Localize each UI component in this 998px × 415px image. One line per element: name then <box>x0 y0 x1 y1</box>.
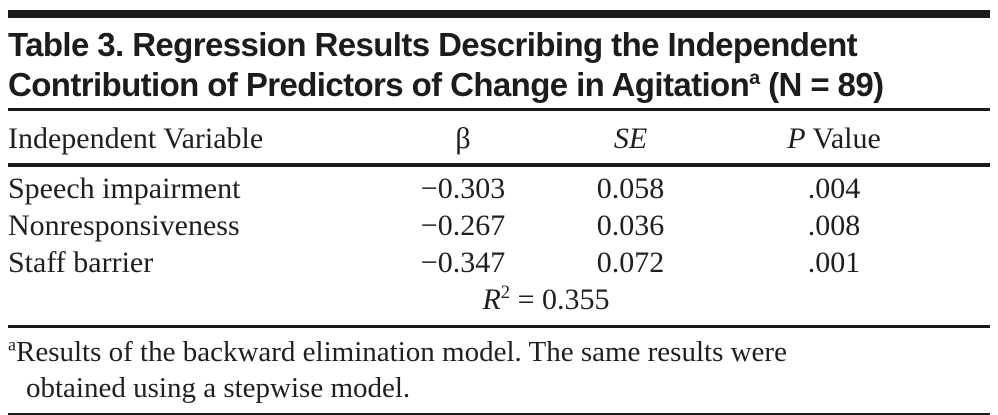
header-row: Independent Variable β SE P Value <box>8 111 990 167</box>
beta-value: −0.303 <box>420 172 506 205</box>
r-exponent: 2 <box>500 282 511 303</box>
row-label: Speech impairment <box>8 172 241 205</box>
se-value: 0.072 <box>596 246 665 279</box>
footnote-line1: aResults of the backward elimination mod… <box>8 334 990 370</box>
table-header: Independent Variable β SE P Value <box>8 111 990 167</box>
col-header-p-value: P Value <box>678 111 990 167</box>
col-header-independent-variable: Independent Variable <box>8 111 343 167</box>
row-label: Nonresponsiveness <box>8 209 240 242</box>
title-line2: Contribution of Predictors of Change in … <box>8 65 990 105</box>
col-header-se: SE <box>583 111 678 167</box>
p-value: .008 <box>807 209 861 242</box>
p-value: .001 <box>807 246 861 279</box>
footnote-line2: obtained using a stepwise model. <box>26 372 411 404</box>
table-row: Speech impairment −0.303 0.058 .004 <box>8 165 990 207</box>
title-sample-size: (N = 89) <box>759 66 884 103</box>
r-squared-row: R2 = 0.355 <box>8 281 990 327</box>
beta-value: −0.347 <box>420 246 506 279</box>
table-row: Nonresponsiveness −0.267 0.036 .008 <box>8 207 990 244</box>
table-title: Table 3. Regression Results Describing t… <box>8 25 990 111</box>
row-label: Staff barrier <box>8 246 154 279</box>
col-header-beta: β <box>343 111 583 167</box>
r-squared-value: R2 = 0.355 <box>8 281 990 327</box>
title-line1: Table 3. Regression Results Describing t… <box>8 26 858 63</box>
beta-value: −0.267 <box>420 209 506 242</box>
table-row: Staff barrier −0.347 0.072 .001 <box>8 244 990 281</box>
p-value: .004 <box>807 172 861 205</box>
p-value-word: Value <box>805 122 881 155</box>
footnote-marker: a <box>8 334 16 355</box>
se-value: 0.058 <box>596 172 665 205</box>
table-footnote: aResults of the backward elimination mod… <box>8 328 990 415</box>
r-symbol: R <box>482 283 501 316</box>
regression-table: Independent Variable β SE P Value Speech… <box>8 111 990 328</box>
footnote-text-line1: Results of the backward elimination mode… <box>15 336 787 368</box>
se-value: 0.036 <box>596 209 665 242</box>
title-line2-text: Contribution of Predictors of Change in … <box>8 66 750 103</box>
top-rule-thick <box>8 10 990 18</box>
p-symbol: P <box>787 122 806 155</box>
table-body: Speech impairment −0.303 0.058 .004 Nonr… <box>8 165 990 327</box>
title-footnote-marker: a <box>749 67 760 89</box>
r2-equals-value: = 0.355 <box>510 283 610 316</box>
